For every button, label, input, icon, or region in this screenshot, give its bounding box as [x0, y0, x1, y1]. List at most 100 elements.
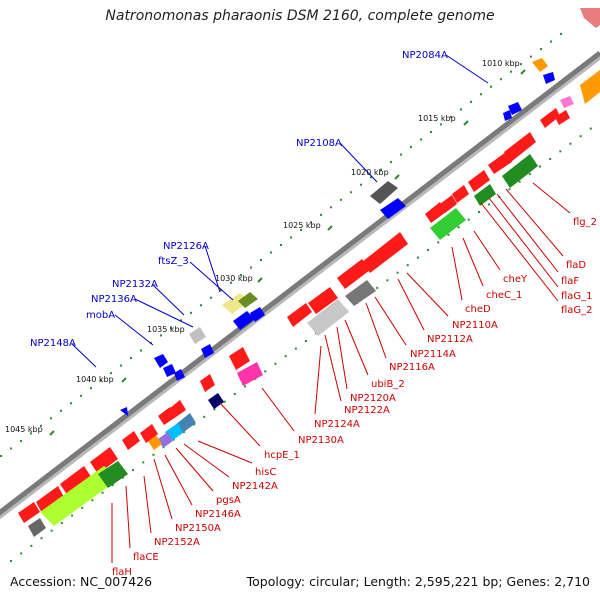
gene-label-np2130a[interactable]: NP2130A — [298, 435, 344, 446]
ruler-dot-lower — [457, 226, 460, 229]
gene-label-np2146a[interactable]: NP2146A — [195, 509, 241, 520]
gene-ubib-2[interactable] — [307, 299, 349, 336]
gene-orange-1010[interactable] — [532, 58, 548, 72]
gene-np2150a[interactable] — [140, 424, 158, 443]
gene-label-np2142a[interactable]: NP2142A — [232, 481, 278, 492]
gene-red-1041-b[interactable] — [158, 407, 176, 425]
gene-label-chey[interactable]: cheY — [503, 274, 528, 285]
gene-np2148a[interactable] — [120, 407, 128, 416]
gene-ched[interactable] — [362, 232, 408, 273]
gene-label-np2132a[interactable]: NP2132A — [112, 279, 158, 290]
ruler-dot-lower — [538, 165, 541, 168]
gene-label-flaf[interactable]: flaF — [561, 276, 579, 287]
gene-label-np2084a[interactable]: NP2084A — [402, 50, 448, 61]
gene-red-1018[interactable] — [504, 132, 536, 162]
gene-red-1019[interactable] — [488, 152, 512, 174]
gene-orange-topright[interactable] — [580, 70, 600, 104]
gene-flad[interactable] — [474, 184, 496, 206]
gene-label-np2108a[interactable]: NP2108A — [296, 138, 342, 149]
gene-np2152a[interactable] — [122, 431, 140, 450]
gene-np2130a[interactable] — [229, 347, 250, 370]
connector-flag-1 — [488, 197, 559, 288]
gene-red-1046[interactable] — [36, 486, 64, 513]
gene-flg-2[interactable] — [502, 154, 538, 188]
gene-label-flah[interactable]: flaH — [112, 567, 132, 578]
gene-navy-1039[interactable] — [208, 393, 224, 409]
gene-label-flag-1[interactable]: flaG_1 — [561, 291, 593, 302]
kbp-tick — [49, 430, 55, 436]
gene-red-1041-a[interactable] — [170, 400, 186, 417]
gene-label-np2126a[interactable]: NP2126A — [163, 241, 209, 252]
ruler-dot-upper — [510, 70, 512, 73]
gene-np2120a[interactable] — [287, 303, 312, 327]
gene-np2112a[interactable] — [308, 287, 338, 314]
ruler-dot-lower — [559, 150, 562, 153]
gene-np2136a[interactable] — [201, 344, 214, 358]
gene-np2116a[interactable] — [345, 280, 376, 306]
gene-label-ftsz-3[interactable]: ftsZ_3 — [158, 256, 189, 267]
gene-label-flag-2[interactable]: flaG_2 — [561, 305, 593, 316]
gene-np2084a[interactable] — [508, 102, 522, 115]
gene-red-1022[interactable] — [440, 195, 457, 213]
gene-label-np2122a[interactable]: NP2122A — [344, 405, 390, 416]
gene-red-1015-a[interactable] — [540, 108, 560, 128]
gene-block-topright[interactable] — [580, 8, 600, 28]
ruler-dot-lower — [213, 408, 216, 411]
ruler-dot-lower — [508, 188, 511, 191]
gene-flah[interactable] — [28, 518, 46, 537]
gene-label-np2136a[interactable]: NP2136A — [91, 294, 137, 305]
gene-blue-1040-a[interactable] — [163, 364, 176, 377]
connector-ftsz-3 — [189, 261, 234, 301]
gene-label-pgsa[interactable]: pgsA — [216, 495, 241, 506]
ruler-dot-upper — [380, 168, 382, 171]
gene-blue-1030-b[interactable] — [250, 307, 265, 322]
gene-red-1047[interactable] — [18, 502, 40, 523]
gene-np2126a[interactable] — [238, 292, 258, 308]
gene-label-np2116a[interactable]: NP2116A — [389, 362, 435, 373]
gene-blue-1030-a[interactable] — [233, 311, 255, 330]
gene-label-chec-1[interactable]: cheC_1 — [486, 290, 522, 301]
gene-np2110a[interactable] — [337, 259, 370, 289]
gene-flace[interactable] — [40, 466, 120, 526]
gene-label-np2148a[interactable]: NP2148A — [30, 338, 76, 349]
gene-moba[interactable] — [154, 354, 168, 368]
gene-label-hisc[interactable]: hisC — [255, 467, 276, 478]
gene-label-np2152a[interactable]: NP2152A — [154, 537, 200, 548]
gene-hcpe-1[interactable] — [237, 362, 263, 386]
gene-red-1038[interactable] — [200, 374, 215, 392]
gene-blue-1010[interactable] — [543, 72, 555, 84]
gene-label-moba[interactable]: mobA — [86, 310, 115, 321]
gene-np2108a[interactable] — [370, 181, 398, 204]
gene-red-1021-b[interactable] — [452, 185, 469, 203]
gene-label-flad[interactable]: flaD — [566, 260, 586, 271]
gene-red-1015-b[interactable] — [555, 110, 570, 125]
gene-label-hcpe-1[interactable]: hcpE_1 — [264, 450, 300, 461]
gene-red-1044[interactable] — [90, 447, 118, 474]
ruler-dot-upper — [360, 183, 362, 186]
gene-label-np2112a[interactable]: NP2112A — [427, 334, 473, 345]
gene-label-ched[interactable]: cheD — [465, 304, 491, 315]
topology-text: Topology: circular; Length: 2,595,221 bp… — [246, 574, 590, 589]
gene-label-ubib-2[interactable]: ubiB_2 — [371, 379, 405, 390]
kbp-label: 1025 kbp — [283, 221, 321, 230]
gene-np2084a-small[interactable] — [503, 110, 512, 121]
connector-np2132a — [152, 284, 185, 316]
gene-label-np2120a[interactable]: NP2120A — [350, 393, 396, 404]
gene-label-np2114a[interactable]: NP2114A — [410, 349, 456, 360]
gene-label-np2124a[interactable]: NP2124A — [314, 419, 360, 430]
gene-red-1023[interactable] — [425, 202, 446, 223]
gene-label-flg-2[interactable]: flg_2 — [573, 217, 597, 228]
gene-red-1021-a[interactable] — [468, 170, 490, 192]
gene-np2132a[interactable] — [189, 327, 206, 344]
gene-pink-1015[interactable] — [560, 96, 574, 108]
gene-blue-1040-b[interactable] — [174, 369, 185, 381]
gene-label-flace[interactable]: flaCE — [133, 552, 159, 563]
gene-label-np2150a[interactable]: NP2150A — [175, 523, 221, 534]
connector-pgsa — [175, 447, 214, 492]
gene-label-np2110a[interactable]: NP2110A — [452, 320, 498, 331]
gene-red-1045[interactable] — [60, 466, 92, 496]
ruler-dot-upper — [550, 40, 552, 43]
gene-flah-green[interactable] — [98, 461, 128, 488]
gene-blue-1020[interactable] — [380, 198, 406, 219]
gene-chey[interactable] — [430, 208, 466, 240]
